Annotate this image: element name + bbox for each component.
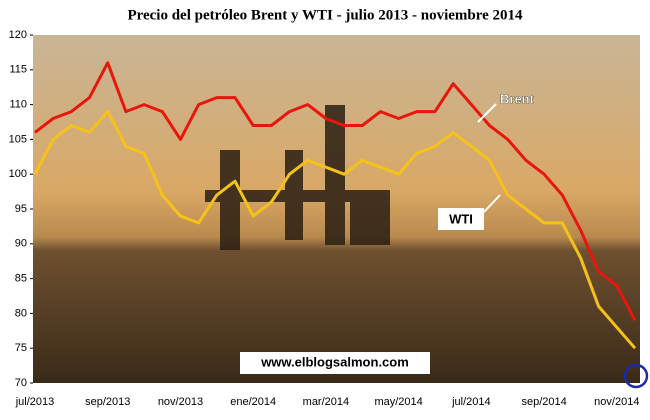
source-box [240, 352, 430, 374]
label-box [438, 208, 484, 230]
x-tick-label: ene/2014 [230, 396, 276, 408]
y-tick-label: 115 [9, 64, 27, 76]
arrow [483, 194, 501, 213]
series-label: Brent [500, 91, 535, 106]
y-tick-label: 90 [15, 238, 27, 250]
y-tick-label: 70 [15, 377, 27, 389]
y-tick-label: 85 [15, 273, 27, 285]
x-tick-label: mar/2014 [303, 396, 349, 408]
x-tick-label: jul/2013 [15, 396, 55, 408]
x-tick-label: sep/2014 [521, 396, 566, 408]
y-tick-label: 110 [9, 99, 27, 111]
source: www.elblogsalmon.com [260, 354, 409, 369]
x-tick-label: may/2014 [374, 396, 422, 408]
series-label: WTI [449, 211, 473, 226]
y-tick-label: 95 [15, 203, 27, 215]
chart-title: Precio del petróleo Brent y WTI - julio … [127, 7, 523, 23]
series-line [33, 110, 637, 350]
oil-rig [205, 105, 390, 250]
arrow [477, 103, 497, 123]
highlight-circle [623, 363, 649, 389]
y-tick-label: 80 [15, 307, 27, 319]
x-tick-label: nov/2014 [594, 396, 639, 408]
x-tick-label: sep/2013 [85, 396, 130, 408]
y-tick-label: 120 [9, 29, 27, 41]
y-tick-label: 75 [15, 342, 27, 354]
series-line [34, 61, 637, 322]
x-tick-label: jul/2014 [451, 396, 491, 408]
x-tick-label: nov/2013 [158, 396, 203, 408]
y-tick-label: 100 [9, 168, 27, 180]
y-tick-label: 105 [9, 133, 27, 145]
